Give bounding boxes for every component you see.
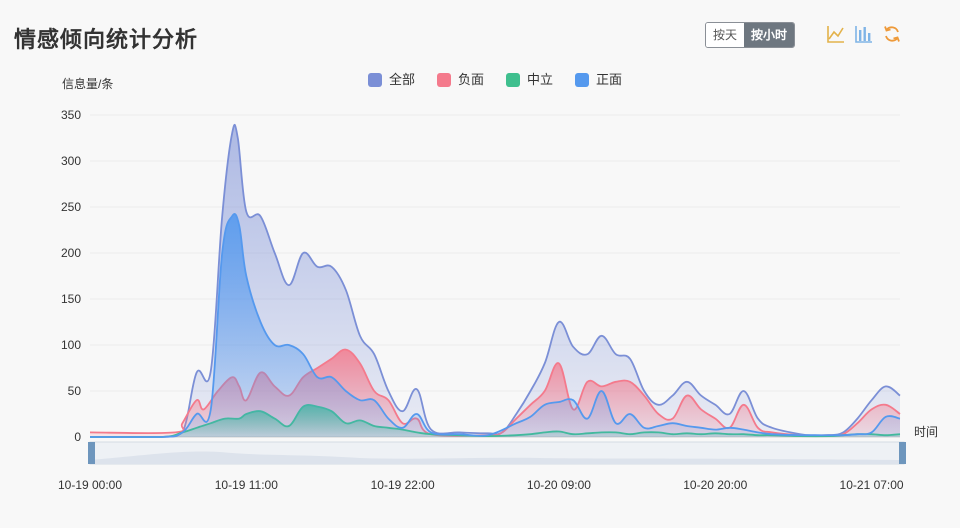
y-axis-ticks: 0 50 100 150 200 250 300 350 (61, 108, 81, 444)
granularity-toggle: 按天 按小时 (705, 22, 796, 48)
legend-item-all[interactable]: 全部 (368, 72, 415, 87)
y-tick-label: 150 (61, 292, 81, 306)
legend-item-positive[interactable]: 正面 (575, 72, 622, 87)
y-tick-label: 300 (61, 154, 81, 168)
y-axis-label: 信息量/条 (62, 76, 113, 91)
x-tick-label: 10-19 22:00 (371, 478, 435, 492)
legend-item-neutral[interactable]: 中立 (506, 72, 553, 87)
legend-swatch (368, 73, 382, 87)
y-tick-label: 250 (61, 200, 81, 214)
line-chart-icon[interactable] (826, 24, 846, 44)
y-tick-label: 50 (68, 384, 82, 398)
x-axis-ticks: 10-19 00:00 10-19 11:00 10-19 22:00 10-20 0… (58, 478, 904, 492)
refresh-icon[interactable] (882, 24, 902, 44)
chart-toolbox (826, 24, 902, 44)
zoom-slider[interactable] (88, 441, 906, 465)
series-area-positive (90, 213, 900, 437)
y-tick-label: 0 (74, 430, 81, 444)
y-tick-label: 100 (61, 338, 81, 352)
legend-swatch (437, 73, 451, 87)
legend-label: 负面 (458, 72, 484, 87)
y-tick-label: 200 (61, 246, 81, 260)
x-tick-label: 10-20 09:00 (527, 478, 591, 492)
x-tick-label: 10-21 07:00 (840, 478, 904, 492)
series-line-positive (90, 213, 901, 438)
legend-label: 中立 (527, 72, 553, 87)
x-tick-label: 10-19 11:00 (215, 478, 278, 492)
bar-chart-icon[interactable] (854, 24, 874, 44)
x-tick-label: 10-19 00:00 (58, 478, 122, 492)
page-title: 情感倾向统计分析 (14, 27, 199, 52)
legend-label: 正面 (596, 72, 622, 87)
zoom-preview (90, 451, 904, 464)
zoom-handle-right[interactable] (899, 442, 906, 464)
legend-swatch (575, 73, 589, 87)
legend: 全部 负面 中立 正面 (368, 72, 622, 87)
series-area-all (90, 124, 900, 437)
zoom-handle-left[interactable] (88, 442, 95, 464)
legend-swatch (506, 73, 520, 87)
series-line-all (90, 124, 901, 438)
by-hour-button[interactable]: 按小时 (744, 23, 795, 47)
legend-item-negative[interactable]: 负面 (437, 72, 484, 87)
x-axis-label: 时间 (914, 425, 938, 439)
by-day-button[interactable]: 按天 (706, 23, 745, 47)
legend-label: 全部 (389, 72, 415, 87)
series-areas (89, 124, 901, 438)
x-tick-label: 10-20 20:00 (683, 478, 747, 492)
y-tick-label: 350 (61, 108, 81, 122)
